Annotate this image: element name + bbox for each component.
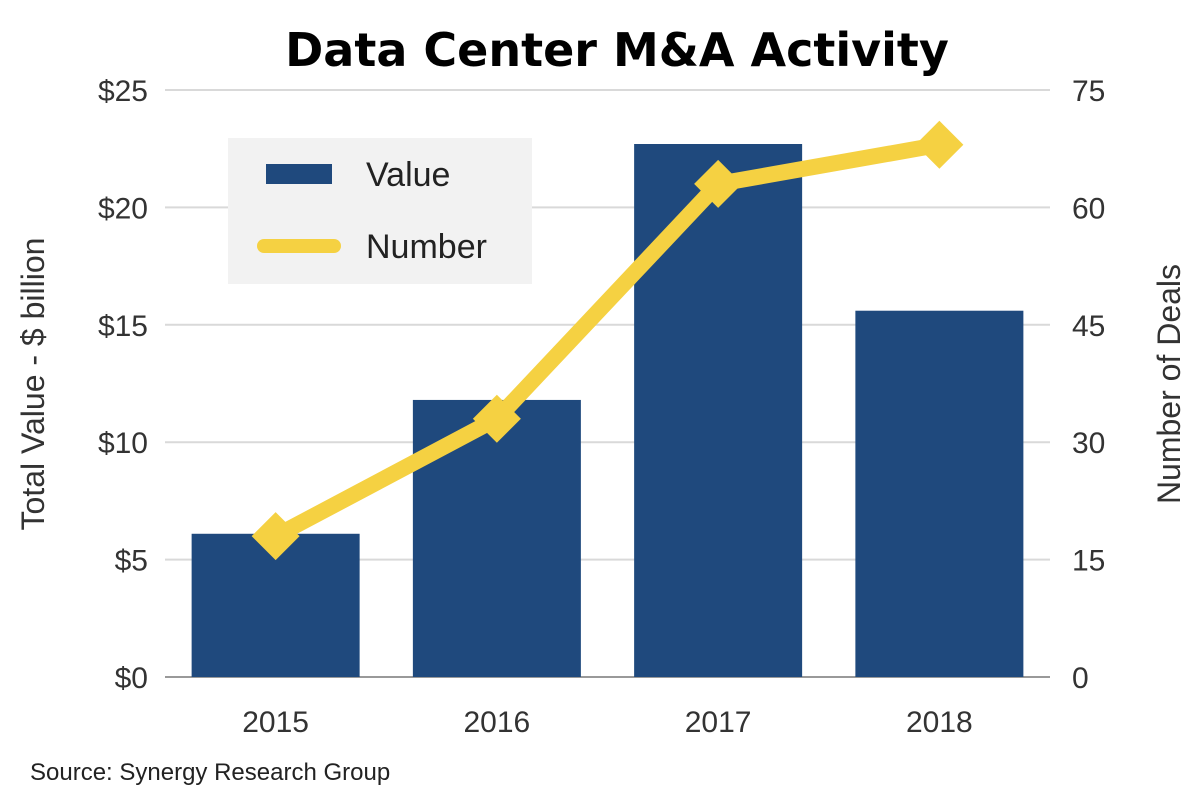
series-line	[271, 136, 941, 544]
legend-swatch-value	[266, 164, 332, 184]
legend-box	[228, 138, 532, 284]
x-tick-label: 2016	[464, 706, 531, 739]
y-tick-label: $0	[115, 662, 148, 695]
x-tick-label: 2015	[242, 706, 309, 739]
y-tick-label: $25	[98, 75, 148, 108]
right-axis-ticks: 0 15 30 45 60 75	[1072, 75, 1105, 695]
left-axis-ticks: $0 $5 $10 $15 $20 $25	[98, 75, 148, 695]
bar-series	[191, 144, 1024, 677]
y2-axis-label: Number of Deals	[1151, 264, 1187, 504]
y2-tick-label: 45	[1072, 310, 1105, 343]
y2-tick-label: 0	[1072, 662, 1089, 695]
bar	[855, 310, 1024, 677]
y-tick-label: $15	[98, 310, 148, 343]
source-note: Source: Synergy Research Group	[30, 759, 390, 786]
y2-tick-label: 30	[1072, 427, 1105, 460]
y2-tick-label: 75	[1072, 75, 1105, 108]
legend-label-number: Number	[366, 228, 487, 266]
y-axis-label: Total Value - $ billion	[15, 238, 51, 531]
x-tick-label: 2018	[906, 706, 973, 739]
y2-tick-label: 15	[1072, 545, 1105, 578]
legend: Value Number	[228, 138, 532, 284]
line-marker	[694, 159, 743, 208]
x-tick-label: 2017	[685, 706, 752, 739]
bar	[634, 144, 803, 677]
y-tick-label: $20	[98, 192, 148, 225]
x-axis-ticks: 2015 2016 2017 2018	[242, 706, 973, 739]
line-marker	[251, 512, 300, 561]
line-series	[251, 120, 964, 561]
y2-tick-label: 60	[1072, 192, 1105, 225]
y-tick-label: $5	[115, 545, 148, 578]
line-marker	[472, 394, 521, 443]
chart-title: Data Center M&A Activity	[285, 23, 949, 77]
legend-label-value: Value	[366, 156, 450, 194]
line-marker	[915, 120, 964, 169]
y-tick-label: $10	[98, 427, 148, 460]
